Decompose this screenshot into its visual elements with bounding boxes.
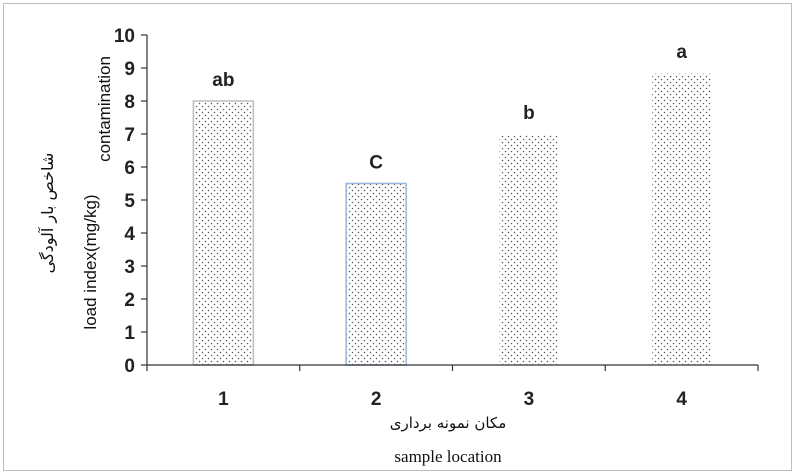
x-tick-label-3: 3 <box>524 389 535 410</box>
y-tick-label-9: 9 <box>124 59 135 80</box>
bar-annotation-3: b <box>523 103 535 124</box>
bar-annotation-1: ab <box>212 70 234 91</box>
y-tick-label-3: 3 <box>124 257 135 278</box>
bar-2 <box>345 182 407 366</box>
x-axis-label: sample location <box>394 447 502 466</box>
y-axis-label-line-1: load index(mg/kg) <box>81 194 100 329</box>
y-tick-label-2: 2 <box>124 290 135 311</box>
y-tick-label-1: 1 <box>124 323 135 344</box>
bar-1 <box>192 100 255 366</box>
y-tick-label-6: 6 <box>124 158 135 179</box>
bar-3 <box>498 133 560 366</box>
x-tick-label-2: 2 <box>371 389 382 410</box>
y-tick-label-5: 5 <box>124 191 135 212</box>
x-axis-label-persian: مکان نمونه برداری <box>390 414 507 432</box>
x-tick-label-4: 4 <box>676 389 687 410</box>
x-tick-label-1: 1 <box>218 389 229 410</box>
bar-annotation-4: a <box>676 42 687 63</box>
y-axis-label-line-2: contamination <box>95 56 114 162</box>
bar-annotation-2: C <box>369 153 383 174</box>
y-axis-label-persian: شاخص بار آلودگی <box>38 153 58 274</box>
y-tick-label-0: 0 <box>124 356 135 377</box>
y-tick-label-8: 8 <box>124 92 135 113</box>
y-tick-label-10: 10 <box>114 26 135 47</box>
bar-4 <box>650 72 713 366</box>
y-tick-label-7: 7 <box>124 125 135 146</box>
y-tick-label-4: 4 <box>124 224 135 245</box>
